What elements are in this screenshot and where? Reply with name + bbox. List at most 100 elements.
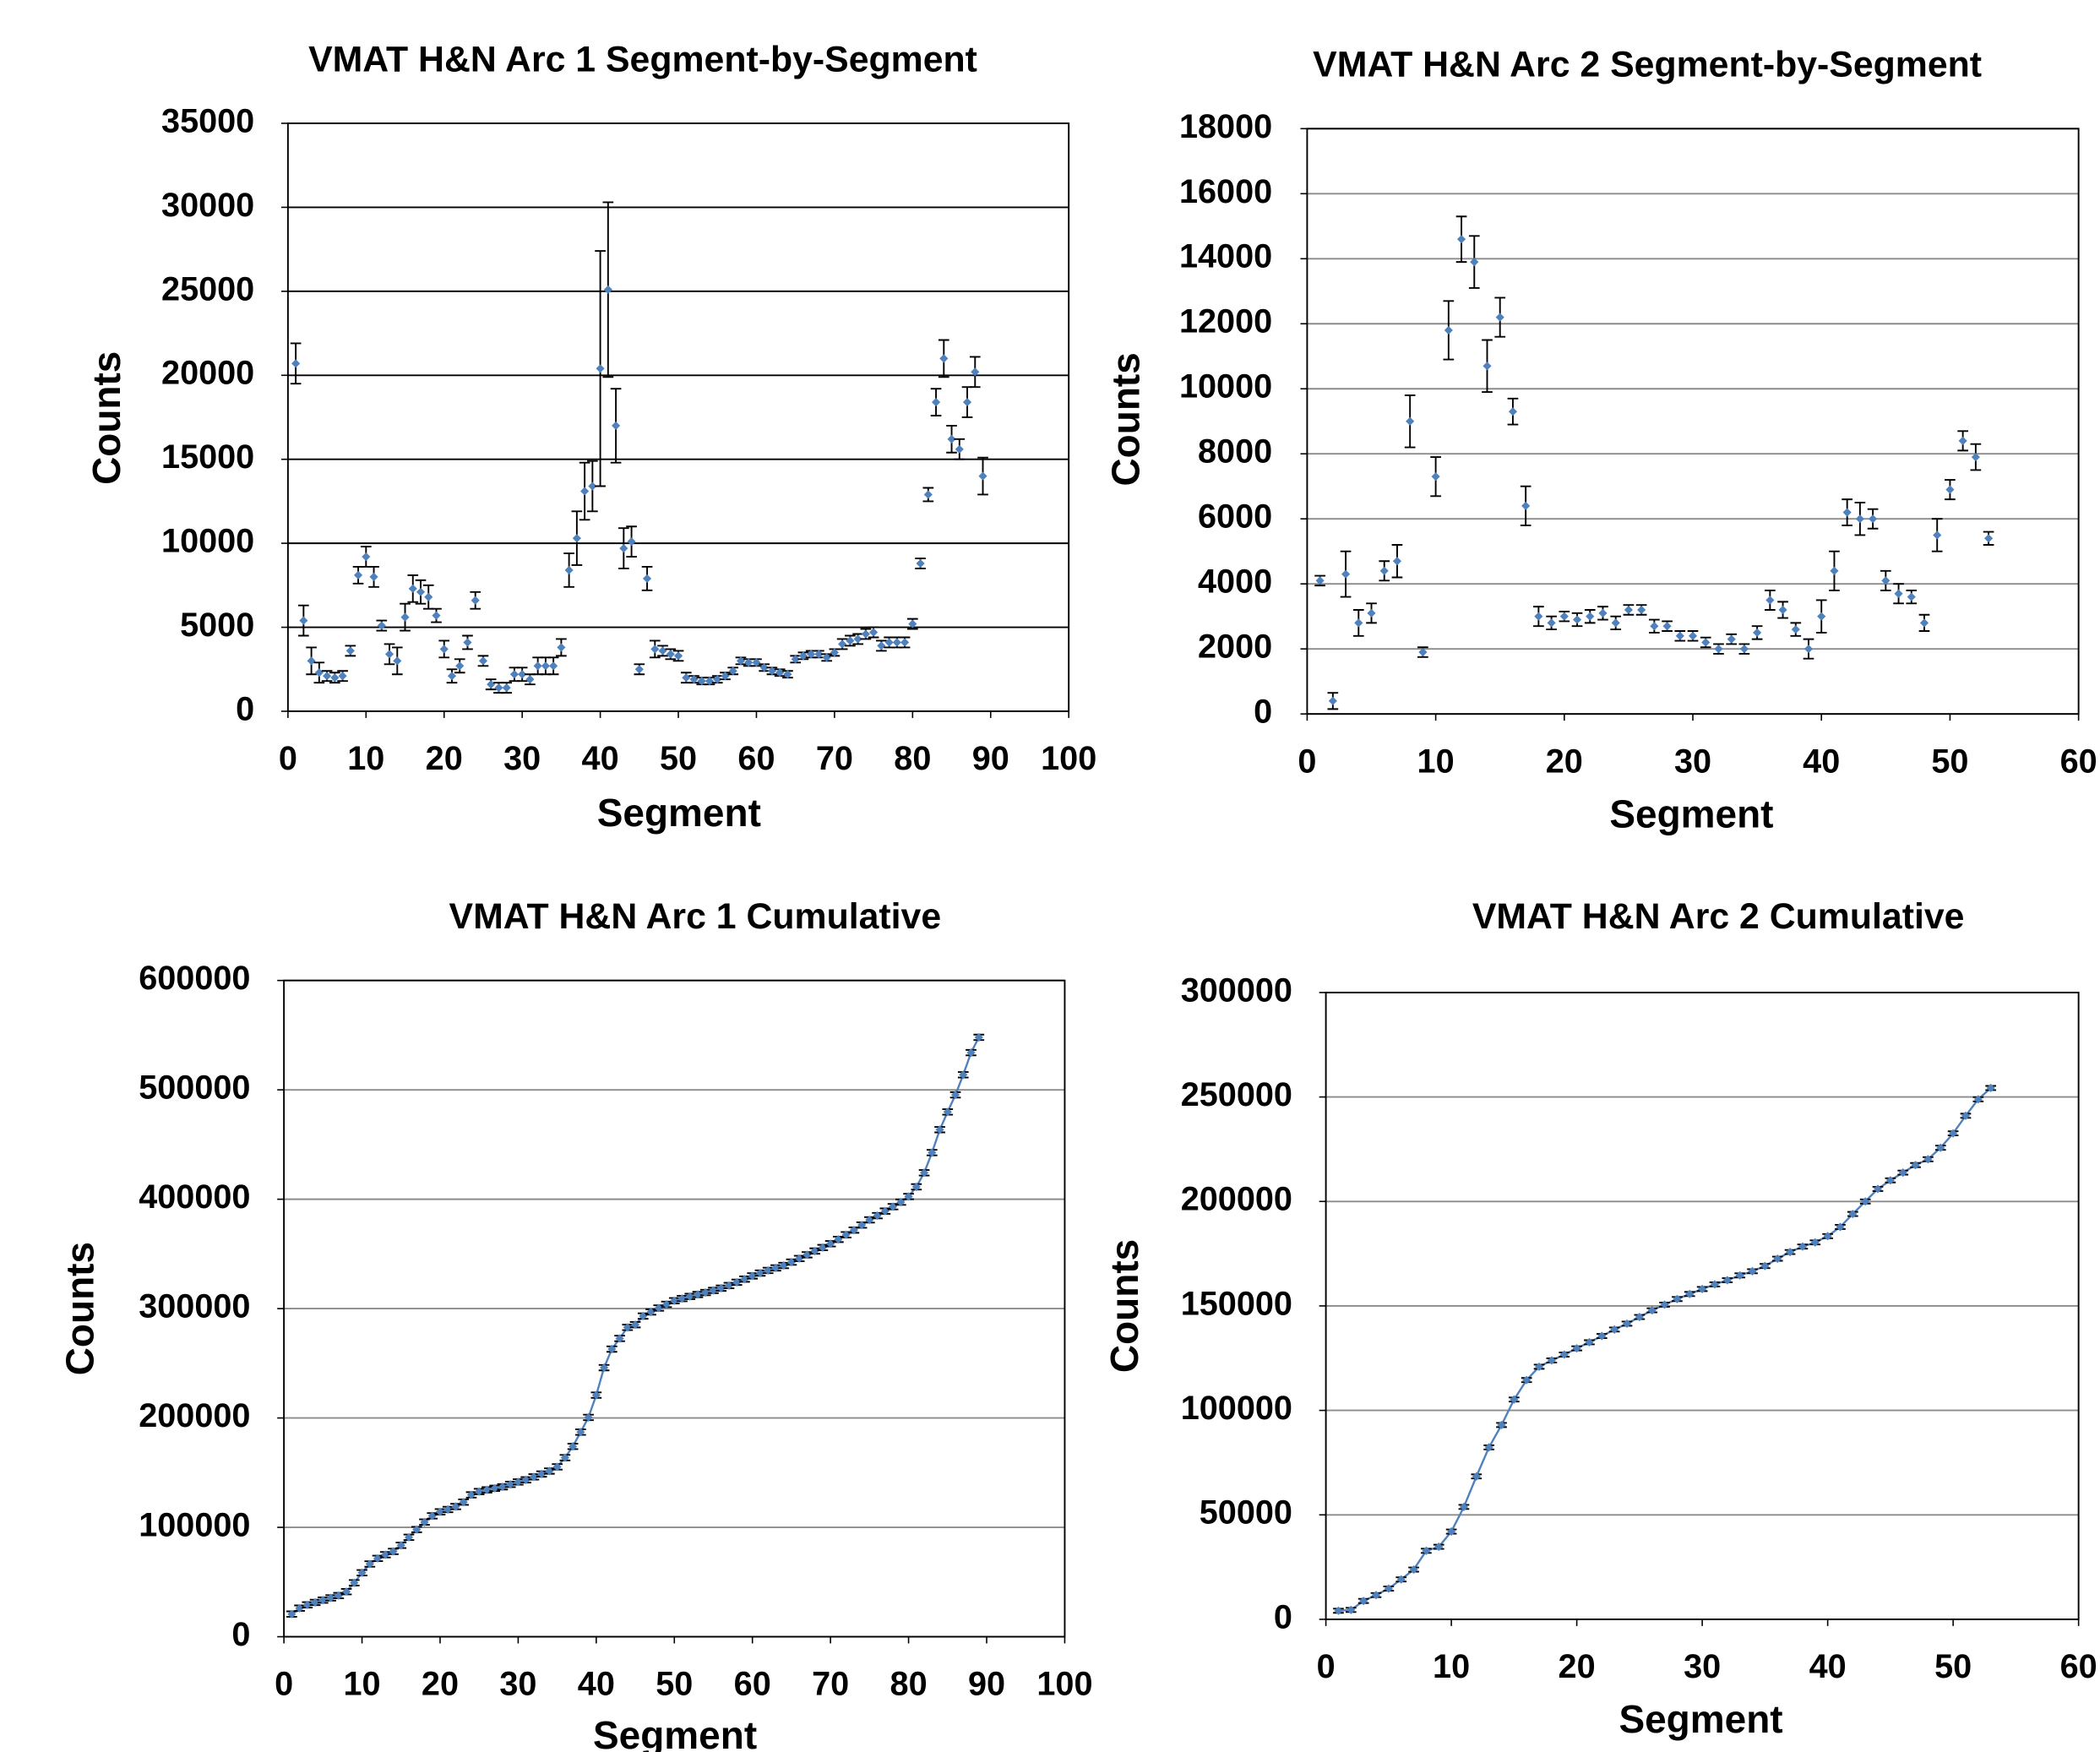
x-tick-label: 90 <box>972 740 1009 777</box>
x-tick-label: 40 <box>1809 1648 1847 1685</box>
y-tick-label: 5000 <box>180 607 254 644</box>
data-point <box>786 1258 797 1267</box>
data-point <box>509 670 520 679</box>
data-point <box>1710 1280 1720 1289</box>
data-point <box>487 680 496 689</box>
data-point <box>447 672 457 681</box>
data-point <box>1727 634 1736 644</box>
y-tick-label: 300000 <box>1181 971 1292 1009</box>
y-tick-label: 10000 <box>161 523 254 560</box>
data-point <box>697 677 706 686</box>
x-tick-label: 0 <box>1298 743 1316 780</box>
data-point <box>1534 1362 1544 1371</box>
data-point <box>1961 1111 1971 1120</box>
data-point <box>650 645 660 654</box>
data-point <box>826 1239 835 1249</box>
data-point <box>1986 1083 1995 1093</box>
y-tick-label: 35000 <box>161 102 254 139</box>
y-tick-label: 4000 <box>1198 563 1272 601</box>
data-point <box>853 634 862 644</box>
data-point <box>1406 416 1415 426</box>
x-tick-label: 30 <box>503 740 541 777</box>
x-tick-label: 10 <box>347 740 384 777</box>
y-tick-label: 0 <box>1274 1598 1292 1635</box>
data-point <box>810 1246 819 1256</box>
data-point <box>1547 1356 1556 1365</box>
data-point <box>1334 1606 1343 1615</box>
data-point <box>959 1070 968 1080</box>
data-point <box>1409 1564 1418 1575</box>
data-point <box>1739 645 1749 654</box>
data-point <box>1662 622 1672 631</box>
data-point <box>798 651 808 661</box>
x-tick-label: 60 <box>2060 743 2097 780</box>
chart-panel: VMAT H&N Arc 2 Segment-by-Segment Counts S… <box>1104 45 2097 836</box>
data-point <box>552 1462 562 1472</box>
data-point <box>783 670 792 679</box>
data-point <box>1434 1543 1444 1552</box>
data-point <box>732 1277 742 1287</box>
data-point <box>291 359 301 368</box>
data-point <box>1622 1319 1632 1329</box>
data-point <box>1379 566 1389 575</box>
x-tick-label: 60 <box>737 740 775 777</box>
data-point <box>1611 618 1620 628</box>
data-point <box>724 1281 734 1290</box>
data-point <box>533 661 542 671</box>
data-point <box>384 650 394 659</box>
data-point <box>775 668 785 677</box>
data-point <box>615 1334 624 1343</box>
data-point <box>345 646 355 656</box>
data-point <box>1559 612 1569 621</box>
data-point <box>338 672 347 681</box>
data-point <box>478 656 488 666</box>
data-point <box>1456 235 1466 244</box>
data-point <box>1898 1168 1907 1178</box>
y-axis-label: Counts <box>1104 352 1148 486</box>
data-point <box>713 675 722 684</box>
data-point <box>1624 605 1633 615</box>
data-point <box>455 661 465 671</box>
chart-panel: VMAT H&N Arc 1 Segment-by-Segment Counts S… <box>84 39 1096 834</box>
x-tick-label: 40 <box>578 1666 615 1703</box>
data-point <box>341 1587 351 1597</box>
data-point <box>623 1323 632 1332</box>
data-point <box>889 1202 898 1211</box>
data-point <box>466 1490 476 1499</box>
data-point <box>1785 1248 1795 1257</box>
data-point <box>900 638 910 647</box>
data-point <box>1572 615 1582 624</box>
data-point <box>919 1168 929 1178</box>
data-point <box>849 1226 858 1235</box>
plot-border <box>286 122 1070 712</box>
data-point <box>1798 1242 1807 1251</box>
chart-panel: VMAT H&N Arc 2 Cumulative Counts Segment 0 5… <box>1102 896 2097 1741</box>
x-tick-label: 40 <box>1803 743 1840 780</box>
chart-title: VMAT H&N Arc 2 Segment-by-Segment <box>1313 45 1982 85</box>
data-point <box>830 648 839 657</box>
data-point <box>1791 625 1800 634</box>
x-tick-label: 20 <box>422 1666 459 1703</box>
x-tick-label: 30 <box>1674 743 1711 780</box>
data-point <box>537 1469 547 1478</box>
data-point <box>740 1275 749 1284</box>
data-point <box>689 675 699 684</box>
data-point <box>748 1271 757 1281</box>
data-point <box>560 1453 569 1462</box>
x-tick-label: 20 <box>1546 743 1583 780</box>
data-point <box>307 656 316 666</box>
data-point <box>764 1265 773 1275</box>
data-point <box>818 1243 827 1252</box>
data-point <box>443 1504 453 1515</box>
data-point <box>369 572 378 581</box>
data-point <box>1347 1605 1356 1614</box>
y-tick-label: 20000 <box>161 355 254 392</box>
data-point <box>1842 508 1852 517</box>
data-point <box>1660 1300 1669 1309</box>
data-point <box>506 1480 515 1489</box>
data-point <box>1447 1526 1456 1537</box>
x-tick-label: 60 <box>734 1666 771 1703</box>
data-point <box>514 1477 523 1487</box>
data-point <box>709 1286 718 1295</box>
data-point <box>1673 1294 1682 1303</box>
